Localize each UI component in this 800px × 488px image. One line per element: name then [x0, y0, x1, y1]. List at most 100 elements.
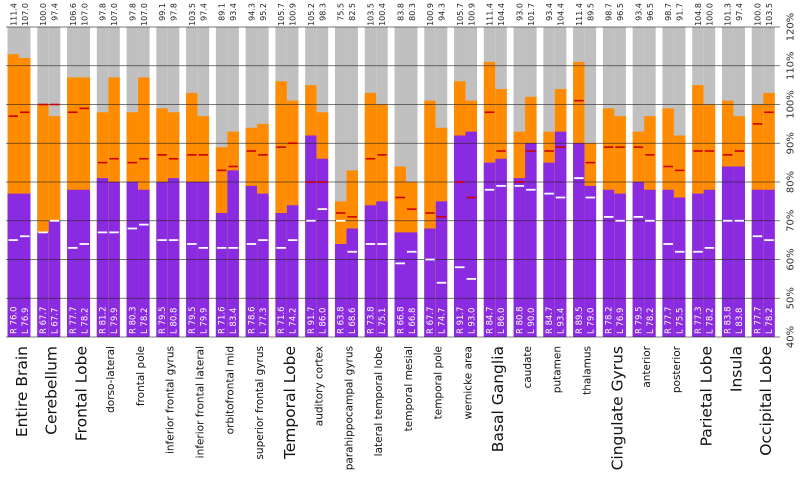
top-value-r: 97.8 — [128, 3, 137, 21]
category-label: dorso-lateral — [105, 346, 117, 413]
bottom-value-l: L 79.9 — [199, 308, 209, 334]
top-value-l: 107.0 — [80, 3, 89, 26]
bottom-value-l: L 75.1 — [378, 308, 388, 334]
bar-purple-l-0 — [19, 193, 31, 337]
bottom-value-r: R 63.8 — [337, 306, 347, 334]
bottom-value-r: R 84.7 — [545, 306, 555, 334]
bar-purple-l-24 — [733, 166, 745, 337]
category-label: frontal pole — [135, 346, 147, 406]
top-value-l: 97.4 — [735, 3, 744, 21]
category-label: thalamus — [582, 346, 594, 395]
top-value-l: 93.4 — [229, 3, 238, 21]
top-value-r: 93.4 — [545, 3, 554, 21]
top-value-l: 82.5 — [348, 3, 357, 21]
top-value-r: 111.4 — [9, 3, 18, 26]
top-value-r: 94.3 — [247, 3, 256, 21]
top-value-r: 105.7 — [456, 3, 465, 26]
category-label: inferior frontal gyrus — [165, 346, 177, 454]
bottom-value-r: R 89.5 — [575, 306, 585, 334]
category-label: Frontal Lobe — [72, 346, 90, 441]
bar-purple-r-17 — [513, 178, 526, 337]
top-value-r: 83.8 — [396, 3, 405, 21]
category-label: lateral temporal lobe — [373, 346, 385, 456]
top-value-r: 103.5 — [188, 3, 197, 26]
category-label: Temporal Lobe — [281, 346, 299, 460]
bar-purple-r-2 — [67, 189, 79, 337]
bottom-value-l: L 78.2 — [80, 308, 90, 334]
y-tick-label: 90% — [786, 132, 797, 154]
bar-orange-r-9 — [275, 81, 287, 337]
bottom-value-l: L 79.0 — [586, 308, 596, 334]
bottom-value-r: R 83.8 — [724, 306, 734, 334]
y-tick-label: 80% — [786, 171, 797, 193]
bottom-value-l: L 78.2 — [765, 308, 775, 334]
bottom-value-l: L 68.6 — [348, 308, 358, 334]
top-value-r: 93.4 — [634, 3, 643, 21]
bar-purple-l-20 — [614, 193, 626, 337]
bottom-value-r: R 84.7 — [486, 306, 496, 334]
bar-purple-r-1 — [37, 232, 49, 337]
top-value-r: 89.1 — [218, 3, 227, 21]
bar-purple-l-15 — [465, 131, 478, 337]
bottom-value-l: L 67.7 — [51, 308, 61, 334]
bottom-value-r: R 78.2 — [605, 306, 615, 334]
bar-purple-l-18 — [554, 131, 567, 337]
bar-purple-r-16 — [483, 162, 496, 337]
bottom-value-l: L 77.3 — [259, 308, 269, 334]
top-value-l: 96.5 — [646, 3, 655, 21]
bottom-value-r: R 71.6 — [218, 306, 228, 334]
bar-purple-l-10 — [316, 158, 329, 337]
top-value-l: 107.0 — [21, 3, 30, 26]
bottom-value-r: R 77.7 — [664, 306, 674, 334]
bottom-value-r: R 73.8 — [366, 306, 376, 334]
top-value-l: 97.4 — [199, 3, 208, 21]
bar-purple-r-15 — [454, 135, 466, 337]
bar-purple-r-20 — [602, 189, 615, 337]
bar-purple-r-10 — [305, 135, 317, 337]
top-value-r: 98.7 — [605, 3, 614, 21]
top-value-l: 94.3 — [438, 3, 447, 21]
bottom-value-r: R 77.7 — [69, 306, 79, 334]
bottom-value-r: R 71.6 — [277, 306, 287, 334]
bar-purple-l-21 — [644, 189, 656, 337]
bar-orange-r-14 — [424, 100, 436, 337]
bottom-value-l: L 79.9 — [110, 308, 120, 334]
category-label: wernicke area — [462, 346, 474, 419]
top-value-r: 111.4 — [575, 3, 584, 26]
bottom-value-l: L 76.9 — [616, 308, 626, 334]
bar-purple-r-19 — [573, 143, 585, 337]
top-value-l: 95.2 — [259, 3, 268, 21]
bar-purple-r-23 — [692, 193, 704, 337]
top-value-l: 100.9 — [467, 3, 476, 26]
top-value-r: 105.2 — [307, 3, 316, 26]
bar-purple-l-9 — [286, 205, 299, 337]
bottom-value-l: L 78.2 — [705, 308, 715, 334]
bottom-value-r: R 79.5 — [188, 306, 198, 334]
top-value-r: 93.0 — [515, 3, 524, 21]
category-label: Entire Brain — [13, 346, 31, 437]
bottom-value-l: L 74.7 — [438, 308, 448, 334]
top-value-r: 106.6 — [69, 3, 78, 26]
top-value-r: 97.8 — [99, 3, 108, 21]
bar-purple-l-2 — [78, 189, 91, 337]
markers-layer — [8, 99, 774, 284]
bar-purple-l-13 — [406, 232, 418, 337]
bar-purple-l-17 — [525, 143, 537, 337]
category-label: Parietal Lobe — [698, 346, 716, 446]
bottom-value-l: L 93.0 — [467, 308, 477, 334]
bottom-value-l: L 76.9 — [21, 308, 31, 334]
bar-purple-r-24 — [721, 166, 734, 337]
bottom-value-r: R 80.3 — [128, 306, 138, 334]
bottom-value-l: L 78.2 — [646, 308, 656, 334]
y-tick-label: 50% — [786, 287, 797, 309]
bottom-value-l: L 93.4 — [557, 308, 567, 334]
category-label: putamen — [552, 346, 564, 393]
top-value-l: 103.5 — [765, 3, 774, 26]
bottom-value-r: R 66.8 — [396, 306, 406, 334]
bar-purple-l-8 — [257, 193, 269, 337]
bar-purple-l-12 — [376, 201, 388, 337]
y-tick-label: 110% — [786, 51, 797, 80]
top-value-l: 100.9 — [289, 3, 298, 26]
bar-purple-l-16 — [495, 158, 507, 337]
